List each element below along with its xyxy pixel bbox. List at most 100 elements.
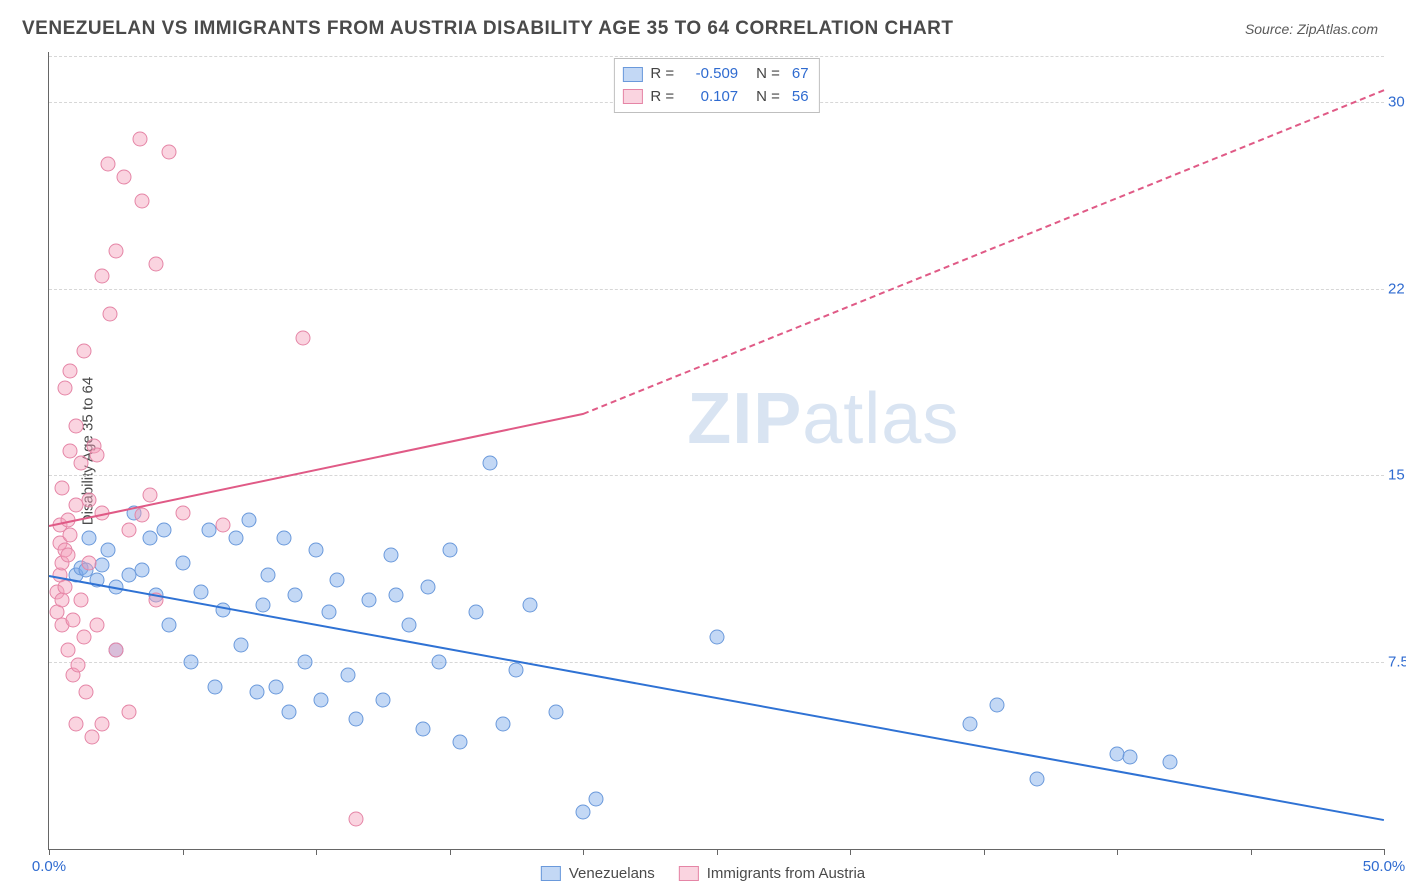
- data-point: [276, 530, 291, 545]
- data-point: [509, 662, 524, 677]
- data-point: [298, 655, 313, 670]
- data-point: [330, 573, 345, 588]
- data-point: [421, 580, 436, 595]
- data-point: [183, 655, 198, 670]
- watermark-light: atlas: [802, 379, 959, 459]
- x-tick-mark: [450, 849, 451, 855]
- data-point: [228, 530, 243, 545]
- data-point: [194, 585, 209, 600]
- trend-line: [583, 89, 1385, 415]
- legend-item: Venezuelans: [541, 865, 655, 882]
- data-point: [215, 602, 230, 617]
- y-tick-label: 30.0%: [1388, 93, 1406, 110]
- data-point: [453, 734, 468, 749]
- data-point: [709, 630, 724, 645]
- data-point: [469, 605, 484, 620]
- data-point: [60, 642, 75, 657]
- data-point: [135, 194, 150, 209]
- r-label: R =: [650, 63, 674, 86]
- data-point: [135, 508, 150, 523]
- data-point: [63, 528, 78, 543]
- x-tick-mark: [1384, 849, 1385, 855]
- gridline-h: [49, 662, 1384, 663]
- data-point: [322, 605, 337, 620]
- data-point: [79, 685, 94, 700]
- data-point: [143, 488, 158, 503]
- data-point: [549, 705, 564, 720]
- legend-label: Immigrants from Austria: [707, 865, 865, 882]
- data-point: [74, 592, 89, 607]
- data-point: [60, 548, 75, 563]
- data-point: [375, 692, 390, 707]
- legend-stat-row: R =-0.509N =67: [622, 63, 808, 86]
- x-tick-mark: [49, 849, 50, 855]
- n-value: 67: [792, 63, 809, 86]
- data-point: [314, 692, 329, 707]
- r-value: -0.509: [682, 63, 738, 86]
- n-label: N =: [756, 86, 780, 109]
- data-point: [260, 568, 275, 583]
- source-link[interactable]: ZipAtlas.com: [1297, 21, 1378, 37]
- data-point: [495, 717, 510, 732]
- data-point: [135, 563, 150, 578]
- x-tick-mark: [583, 849, 584, 855]
- source-credit: Source: ZipAtlas.com: [1245, 21, 1378, 37]
- x-tick-label: 0.0%: [32, 858, 66, 875]
- data-point: [989, 697, 1004, 712]
- x-tick-mark: [850, 849, 851, 855]
- data-point: [95, 269, 110, 284]
- data-point: [100, 543, 115, 558]
- data-point: [108, 642, 123, 657]
- data-point: [287, 587, 302, 602]
- data-point: [963, 717, 978, 732]
- data-point: [116, 169, 131, 184]
- y-tick-label: 15.0%: [1388, 467, 1406, 484]
- r-value: 0.107: [682, 86, 738, 109]
- legend-top: R =-0.509N =67R =0.107N =56: [613, 58, 819, 113]
- y-tick-label: 22.5%: [1388, 280, 1406, 297]
- data-point: [1163, 754, 1178, 769]
- data-point: [58, 381, 73, 396]
- chart-title: VENEZUELAN VS IMMIGRANTS FROM AUSTRIA DI…: [22, 18, 954, 40]
- data-point: [122, 523, 137, 538]
- legend-item: Immigrants from Austria: [679, 865, 865, 882]
- data-point: [108, 244, 123, 259]
- data-point: [576, 804, 591, 819]
- x-tick-label: 50.0%: [1363, 858, 1406, 875]
- data-point: [431, 655, 446, 670]
- data-point: [122, 705, 137, 720]
- data-point: [175, 555, 190, 570]
- legend-label: Venezuelans: [569, 865, 655, 882]
- data-point: [1029, 772, 1044, 787]
- legend-bottom: Venezuelans Immigrants from Austria: [541, 865, 865, 882]
- trend-line: [49, 575, 1384, 821]
- x-tick-mark: [717, 849, 718, 855]
- data-point: [309, 543, 324, 558]
- source-prefix: Source:: [1245, 21, 1297, 37]
- n-value: 56: [792, 86, 809, 109]
- data-point: [282, 705, 297, 720]
- gridline-h: [49, 475, 1384, 476]
- data-point: [58, 580, 73, 595]
- data-point: [383, 548, 398, 563]
- legend-swatch: [622, 67, 642, 82]
- data-point: [362, 592, 377, 607]
- data-point: [162, 617, 177, 632]
- watermark: ZIPatlas: [687, 378, 959, 460]
- data-point: [148, 256, 163, 271]
- data-point: [55, 480, 70, 495]
- legend-swatch: [679, 866, 699, 881]
- data-point: [1123, 749, 1138, 764]
- data-point: [415, 722, 430, 737]
- data-point: [589, 792, 604, 807]
- data-point: [255, 597, 270, 612]
- x-tick-mark: [1251, 849, 1252, 855]
- gridline-h: [49, 56, 1384, 57]
- data-point: [250, 685, 265, 700]
- data-point: [90, 448, 105, 463]
- chart-area: Disability Age 35 to 64 ZIPatlas 7.5%15.…: [48, 52, 1384, 850]
- r-label: R =: [650, 86, 674, 109]
- data-point: [215, 518, 230, 533]
- data-point: [63, 443, 78, 458]
- data-point: [442, 543, 457, 558]
